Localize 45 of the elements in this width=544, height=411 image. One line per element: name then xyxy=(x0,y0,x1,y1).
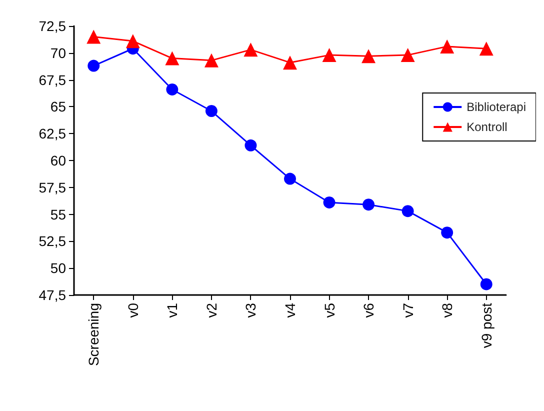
point xyxy=(362,198,375,211)
point xyxy=(205,105,218,117)
y-tick-label: 55 xyxy=(50,206,66,222)
legend-label: Kontroll xyxy=(466,120,508,134)
point xyxy=(166,83,178,96)
point xyxy=(322,48,336,62)
y-tick-label: 65 xyxy=(50,98,66,115)
point xyxy=(480,278,492,290)
x-tick-label: v2 xyxy=(203,302,220,318)
point xyxy=(283,56,297,70)
point xyxy=(362,49,376,64)
point xyxy=(165,51,180,66)
legend-label: Biblioterapi xyxy=(466,100,526,114)
x-tick-label: v8 xyxy=(439,302,456,318)
x-tick-label: v0 xyxy=(124,302,141,318)
x-tick-label: v4 xyxy=(282,302,298,318)
x-tick-label: v1 xyxy=(164,302,180,318)
y-tick-label: 52,5 xyxy=(38,233,66,250)
point xyxy=(440,39,454,54)
point xyxy=(402,205,414,218)
x-tick-label: v6 xyxy=(360,302,377,318)
y-tick-label: 57,5 xyxy=(38,179,66,196)
y-tick-label: 72,5 xyxy=(38,18,66,34)
x-tick-label: Screening xyxy=(86,303,102,366)
point xyxy=(323,196,336,208)
x-tick-label: v9 post xyxy=(478,302,494,348)
point xyxy=(86,30,101,44)
y-tick-label: 67,5 xyxy=(38,72,66,88)
point xyxy=(244,139,257,152)
point xyxy=(88,60,100,72)
y-tick-label: 60 xyxy=(50,152,66,168)
point xyxy=(204,53,218,68)
y-tick-label: 70 xyxy=(50,44,66,61)
y-tick-label: 62,5 xyxy=(38,126,66,142)
x-tick-label: v5 xyxy=(321,302,338,318)
point xyxy=(479,42,494,56)
x-tick-label: v7 xyxy=(400,302,416,318)
point xyxy=(284,172,296,185)
point xyxy=(126,34,140,48)
point xyxy=(441,226,454,239)
y-tick-label: 50 xyxy=(50,260,66,276)
y-tick-label: 47,5 xyxy=(38,287,66,303)
point xyxy=(400,48,415,62)
x-tick-label: v3 xyxy=(242,302,259,318)
point xyxy=(244,42,258,57)
